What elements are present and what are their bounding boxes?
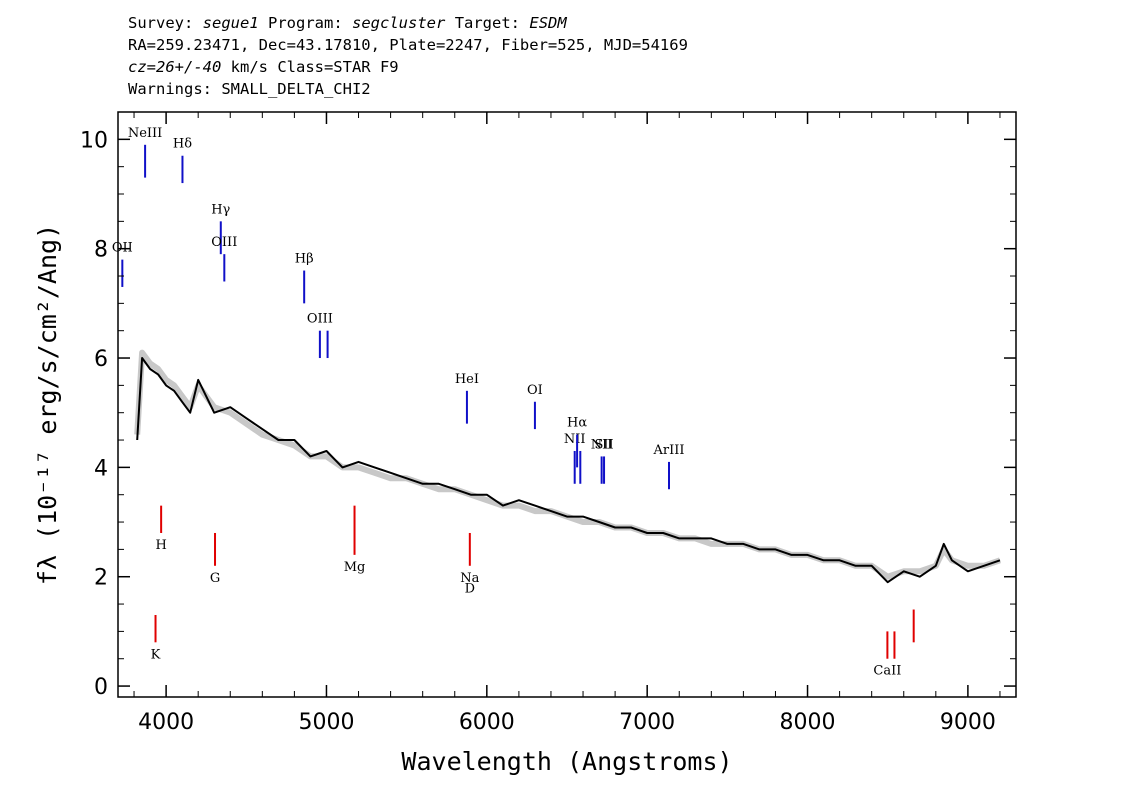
absorption-line-label: H bbox=[155, 538, 166, 553]
class-value: km/s Class=STAR F9 bbox=[221, 58, 399, 76]
program-label: Program: bbox=[268, 14, 343, 32]
error-series bbox=[134, 349, 1001, 580]
target-label: Target: bbox=[454, 14, 521, 32]
flux-series bbox=[136, 357, 1001, 584]
emission-line-label: Hδ bbox=[173, 137, 192, 152]
survey-value: segue1 bbox=[202, 14, 259, 32]
x-tick-label: 4000 bbox=[138, 710, 194, 735]
header-line-2: RA=259.23471, Dec=43.17810, Plate=2247, … bbox=[128, 36, 688, 54]
y-tick-label: 8 bbox=[94, 238, 108, 263]
y-tick-label: 4 bbox=[94, 456, 108, 481]
emission-line-label: NeIII bbox=[128, 126, 162, 141]
target-value: ESDM bbox=[529, 14, 567, 32]
absorption-line-label: CaII bbox=[873, 664, 901, 679]
absorption-line-label: D bbox=[465, 582, 475, 597]
y-tick-label: 10 bbox=[80, 128, 108, 153]
y-axis-title: fλ (10⁻¹⁷ erg/s/cm²/Ang) bbox=[33, 224, 62, 585]
y-tick-label: 0 bbox=[94, 675, 108, 700]
flux-line bbox=[136, 357, 1001, 584]
header-line-4: Warnings: SMALL_DELTA_CHI2 bbox=[128, 80, 371, 98]
emission-line-label: Hα bbox=[567, 416, 587, 431]
emission-line-label: HeI bbox=[455, 372, 479, 387]
emission-line-label: OI bbox=[527, 383, 543, 398]
survey-label: Survey: bbox=[128, 14, 194, 32]
emission-line-label: OIII bbox=[211, 235, 237, 250]
error-band bbox=[134, 349, 1001, 580]
x-tick-label: 6000 bbox=[459, 710, 515, 735]
absorption-line-label: G bbox=[210, 571, 220, 586]
emission-line-label: OIII bbox=[307, 312, 333, 327]
absorption-line-label: Mg bbox=[344, 560, 366, 575]
y-tick-label: 6 bbox=[94, 347, 108, 372]
x-tick-label: 7000 bbox=[619, 710, 675, 735]
absorption-line-label: Na bbox=[460, 571, 479, 586]
x-tick-label: 8000 bbox=[780, 710, 836, 735]
plot-frame bbox=[117, 111, 1017, 698]
emission-line-label: ArIII bbox=[652, 443, 684, 458]
absorption-line-label: K bbox=[151, 647, 161, 662]
x-tick-label: 5000 bbox=[298, 710, 354, 735]
y-tick-label: 2 bbox=[94, 566, 108, 591]
cz-value: cz=26+/-40 bbox=[128, 58, 222, 76]
header-line-3: cz=26+/-40 km/s Class=STAR F9 bbox=[128, 56, 688, 78]
x-tick-label: 9000 bbox=[940, 710, 996, 735]
emission-line-label: Hγ bbox=[211, 202, 230, 217]
header-line-1: Survey: segue1 Program: segcluster Targe… bbox=[128, 12, 688, 34]
x-axis-title: Wavelength (Angstroms) bbox=[401, 747, 732, 776]
emission-line-label: Hβ bbox=[295, 252, 314, 267]
emission-line-label: NII bbox=[591, 437, 613, 452]
emission-line-label: SII bbox=[594, 437, 613, 452]
axis-ticks: 4000 5000 6000 7000 8000 9000 0 2 4 6 8 10 bbox=[80, 112, 1016, 735]
plot-header: Survey: segue1 Program: segcluster Targe… bbox=[128, 12, 688, 100]
program-value: segcluster bbox=[352, 14, 446, 32]
emission-line-label: NII bbox=[564, 432, 586, 447]
